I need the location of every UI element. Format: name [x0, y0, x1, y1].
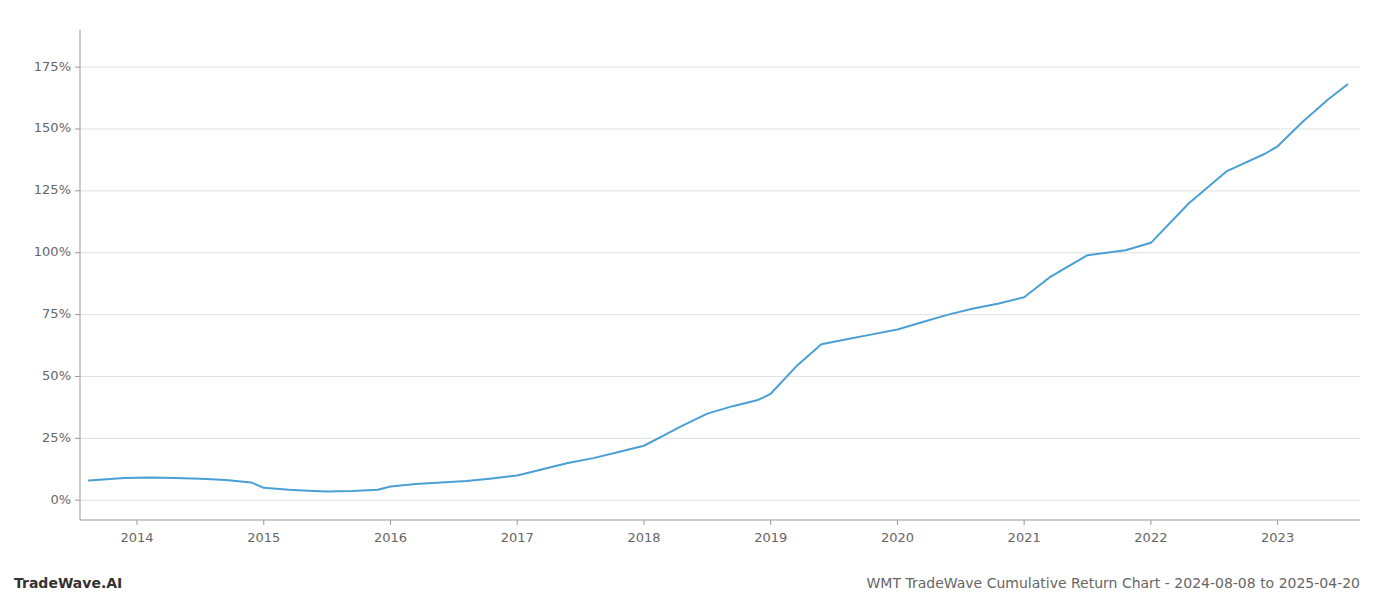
x-tick: [517, 520, 518, 525]
y-tick-label: 125%: [34, 182, 71, 197]
y-grid-line: [80, 500, 1360, 501]
x-axis: 2014 2015 2016 2017 2018 2019 2020 2021 2022 2023: [120, 520, 1294, 545]
y-grid-line: [80, 438, 1360, 439]
y-grid-line: [80, 252, 1360, 253]
x-tick: [263, 520, 264, 525]
x-tick-label: 2019: [754, 530, 787, 545]
y-tick: [75, 500, 80, 501]
y-axis: 0% 25% 50% 75% 100% 125% 150% 175%: [34, 59, 1360, 507]
x-tick-label: 2022: [1134, 530, 1167, 545]
y-tick-label: 175%: [34, 59, 71, 74]
x-tick-label: 2015: [247, 530, 280, 545]
x-tick: [770, 520, 771, 525]
y-grid-line: [80, 314, 1360, 315]
x-tick-label: 2014: [120, 530, 153, 545]
chart-container: 0%25%50%75%100%125%150%175%2014201520162…: [0, 0, 1400, 600]
y-tick: [75, 67, 80, 68]
y-tick-label: 25%: [42, 430, 71, 445]
x-tick: [897, 520, 898, 525]
x-tick-label: 2016: [374, 530, 407, 545]
y-tick: [75, 190, 80, 191]
y-grid-line: [80, 376, 1360, 377]
plot-area: [89, 84, 1347, 491]
y-tick: [75, 314, 80, 315]
y-tick-label: 0%: [50, 492, 71, 507]
y-grid-line: [80, 67, 1360, 68]
x-tick-label: 2021: [1008, 530, 1041, 545]
x-tick: [390, 520, 391, 525]
y-tick: [75, 252, 80, 253]
x-tick: [1277, 520, 1278, 525]
y-tick: [75, 376, 80, 377]
y-tick: [75, 128, 80, 129]
y-tick-label: 100%: [34, 244, 71, 259]
y-grid-line: [80, 128, 1360, 129]
watermark: TradeWave.AI: [14, 575, 122, 591]
x-tick: [137, 520, 138, 525]
x-tick-label: 2018: [627, 530, 660, 545]
y-grid-line: [80, 190, 1360, 191]
y-tick-label: 50%: [42, 368, 71, 383]
y-tick-label: 150%: [34, 120, 71, 135]
x-tick-label: 2023: [1261, 530, 1294, 545]
y-axis-line: [80, 30, 81, 520]
x-axis-line: [80, 520, 1360, 521]
y-tick: [75, 438, 80, 439]
x-tick: [1024, 520, 1025, 525]
x-tick-label: 2017: [501, 530, 534, 545]
data-line: [89, 84, 1347, 491]
y-tick-label: 75%: [42, 306, 71, 321]
x-tick: [1150, 520, 1151, 525]
chart-title: WMT TradeWave Cumulative Return Chart - …: [867, 575, 1361, 591]
x-tick-label: 2020: [881, 530, 914, 545]
x-tick: [643, 520, 644, 525]
chart-svg: 0%25%50%75%100%125%150%175%2014201520162…: [0, 0, 1400, 600]
